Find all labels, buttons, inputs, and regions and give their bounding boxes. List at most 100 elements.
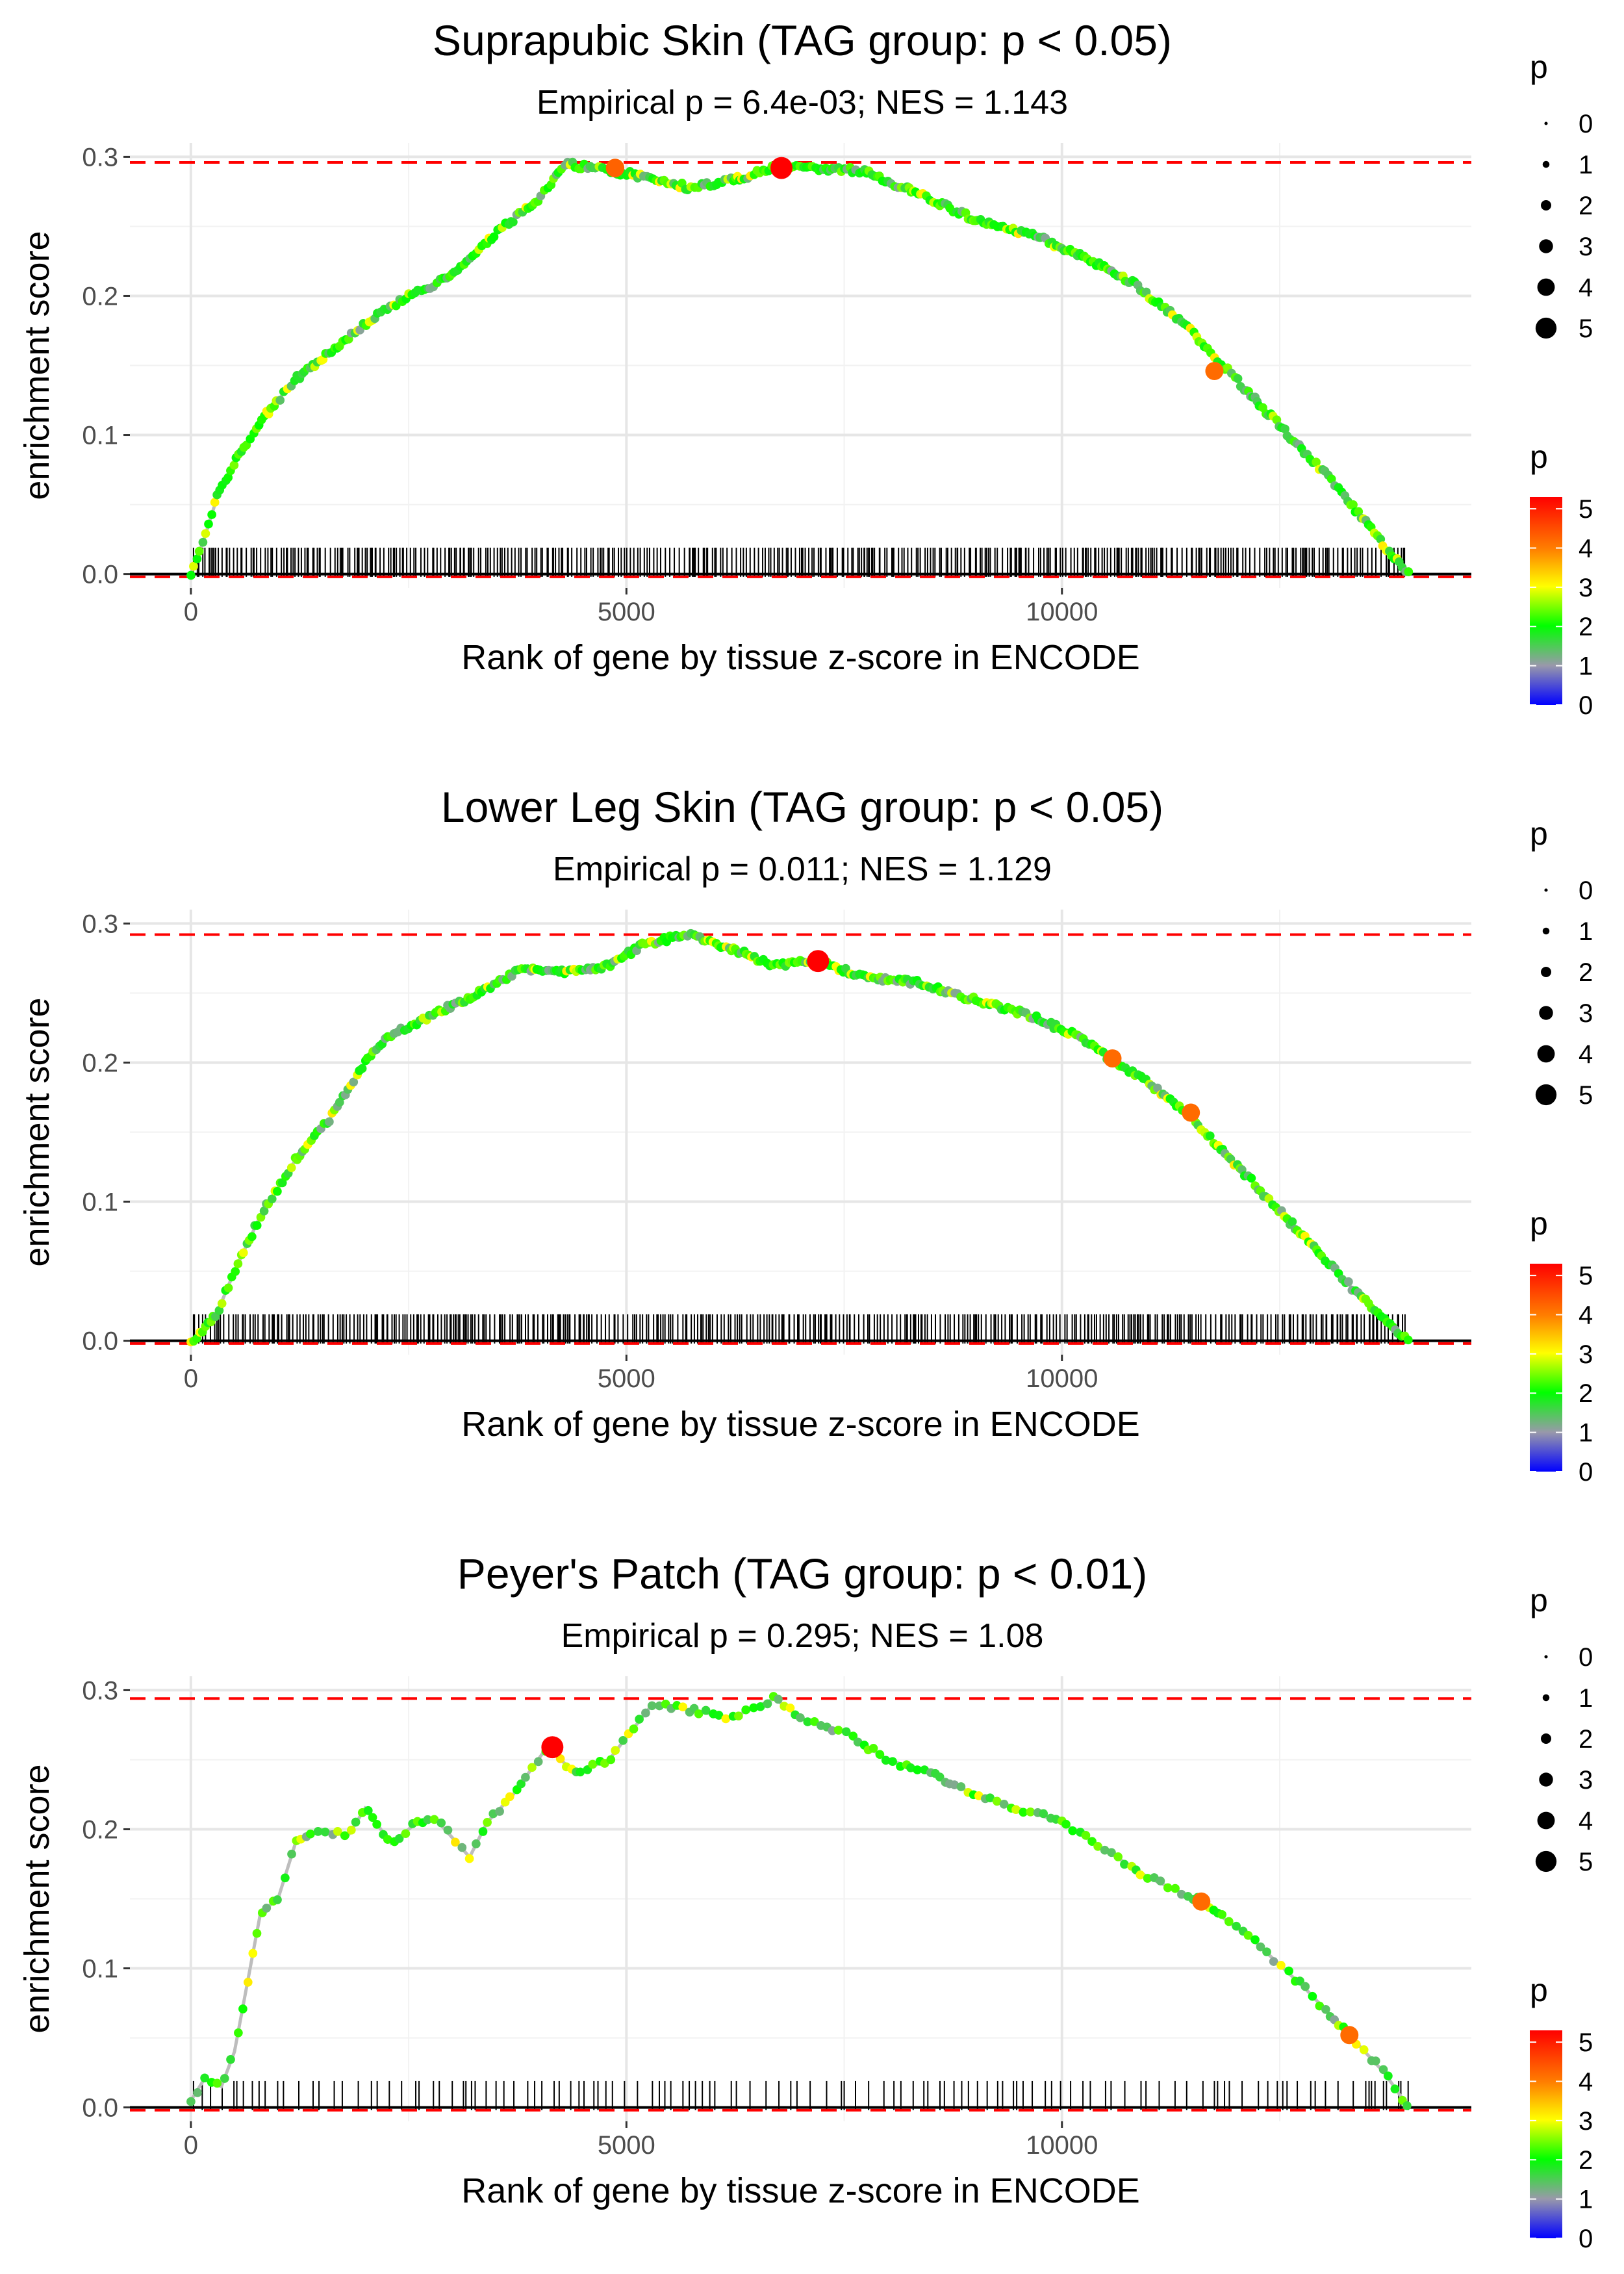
chart-panel-3: Peyer's Patch (TAG group: p < 0.01) Empir… <box>18 1550 1593 2253</box>
size-legend-title: p <box>1530 49 1548 85</box>
color-legend-label: 3 <box>1579 2107 1593 2136</box>
curve-point <box>913 1765 922 1774</box>
curve-point <box>678 1702 688 1712</box>
curve-point <box>888 1757 897 1767</box>
curve-point <box>1269 1957 1278 1966</box>
curve-point <box>243 1978 253 1987</box>
size-legend: p 0 1 2 3 4 5 <box>1530 815 1593 1110</box>
y-tick-label: 0.1 <box>82 422 118 450</box>
highlighted-point <box>1340 2026 1359 2045</box>
curve-point <box>423 1815 433 1824</box>
curve-point <box>247 1232 257 1242</box>
size-legend-dot <box>1537 278 1555 296</box>
curve-point <box>533 1757 543 1767</box>
curve-point <box>992 1796 1002 1806</box>
color-legend-label: 3 <box>1579 574 1593 602</box>
color-legend: p 0 1 2 3 4 5 <box>1530 439 1593 720</box>
curve-point <box>201 529 210 539</box>
x-axis-label: Rank of gene by tissue z-score in ENCODE <box>461 638 1139 677</box>
curve-point <box>763 1699 772 1709</box>
curve-point <box>516 1779 526 1789</box>
x-tick-label: 10000 <box>1026 598 1098 626</box>
size-legend-dot <box>1544 888 1548 892</box>
size-legend-label: 4 <box>1579 274 1593 302</box>
curve-point <box>785 1703 795 1713</box>
curve-point <box>635 1715 644 1724</box>
size-legend-dot <box>1539 1772 1553 1787</box>
curve-point <box>193 2088 202 2097</box>
curve-point <box>1093 1842 1102 1851</box>
color-legend-title: p <box>1530 1972 1548 2008</box>
curve-point <box>1087 1837 1097 1846</box>
highlighted-point <box>1205 362 1224 381</box>
y-tick-label: 0.1 <box>82 1188 118 1217</box>
curve-point <box>1308 1991 1317 2001</box>
x-axis-label: Rank of gene by tissue z-score in ENCODE <box>461 2171 1139 2210</box>
size-legend-dot <box>1539 239 1553 253</box>
curve-point <box>1061 1819 1071 1829</box>
size-legend-dot <box>1535 1084 1557 1106</box>
grid <box>130 910 1471 1355</box>
curve-point <box>231 1267 240 1276</box>
curve-point <box>267 1194 277 1204</box>
curve-point <box>755 1702 765 1711</box>
size-legend-label: 2 <box>1579 192 1593 220</box>
curve-point <box>1068 1826 1078 1835</box>
chart-subtitle: Empirical p = 6.4e-03; NES = 1.143 <box>537 84 1068 121</box>
curve-point <box>1233 374 1243 383</box>
color-legend-label: 3 <box>1579 1340 1593 1369</box>
color-legend-bar <box>1530 1264 1562 1472</box>
curve-point <box>368 1813 377 1822</box>
color-legend: p 0 1 2 3 4 5 <box>1530 1972 1593 2253</box>
curve-point <box>234 2028 243 2038</box>
curve-point <box>207 510 216 519</box>
curve-point <box>478 1827 488 1836</box>
curve-point <box>275 396 285 405</box>
curve-point <box>647 1701 657 1711</box>
curve-point <box>694 1709 704 1718</box>
size-legend-label: 1 <box>1579 1684 1593 1713</box>
curve-point <box>1243 1930 1253 1940</box>
y-tick-label: 0.2 <box>82 1049 118 1077</box>
curve-point <box>248 1948 258 1958</box>
chart-subtitle: Empirical p = 0.011; NES = 1.129 <box>553 850 1052 888</box>
curve-point <box>287 1849 296 1859</box>
curve-point <box>325 1117 334 1127</box>
curve-points <box>186 157 1414 580</box>
curve-point <box>1276 1961 1286 1970</box>
color-legend-label: 2 <box>1579 2146 1593 2175</box>
curve-point <box>509 217 518 227</box>
size-legend-dot <box>1541 1733 1551 1744</box>
size-legend: p 0 1 2 3 4 5 <box>1530 1582 1593 1876</box>
curve-point <box>1163 1883 1173 1893</box>
chart-title: Peyer's Patch (TAG group: p < 0.01) <box>457 1550 1147 1598</box>
curve-point <box>233 1259 243 1268</box>
color-legend-label: 4 <box>1579 1301 1593 1329</box>
x-tick-label: 0 <box>184 598 198 626</box>
curve-point <box>1171 1884 1180 1893</box>
x-tick-label: 5000 <box>598 1364 655 1393</box>
curve-point <box>629 1724 639 1733</box>
hit-ticks <box>192 1314 1406 1344</box>
size-legend-label: 5 <box>1579 1848 1593 1876</box>
highlighted-point <box>770 157 793 179</box>
size-legend-label: 3 <box>1579 999 1593 1028</box>
color-legend-label: 2 <box>1579 613 1593 641</box>
color-legend-label: 5 <box>1579 1262 1593 1290</box>
curve-point <box>956 1782 966 1791</box>
x-tick-label: 0 <box>184 2131 198 2160</box>
curve-point <box>401 1829 411 1839</box>
curve-point <box>220 2074 229 2083</box>
color-legend-label: 5 <box>1579 2028 1593 2057</box>
curve-point <box>229 461 239 470</box>
curve-point <box>1153 1083 1162 1093</box>
curve-point <box>189 561 198 571</box>
curve-point <box>721 1714 731 1724</box>
grid <box>130 143 1471 588</box>
color-legend-label: 2 <box>1579 1379 1593 1408</box>
grid <box>130 1676 1471 2121</box>
x-tick-label: 10000 <box>1026 2131 1098 2160</box>
curve-point <box>1136 1870 1145 1880</box>
curve-point <box>1026 1807 1035 1817</box>
curve-point <box>1019 1808 1028 1817</box>
